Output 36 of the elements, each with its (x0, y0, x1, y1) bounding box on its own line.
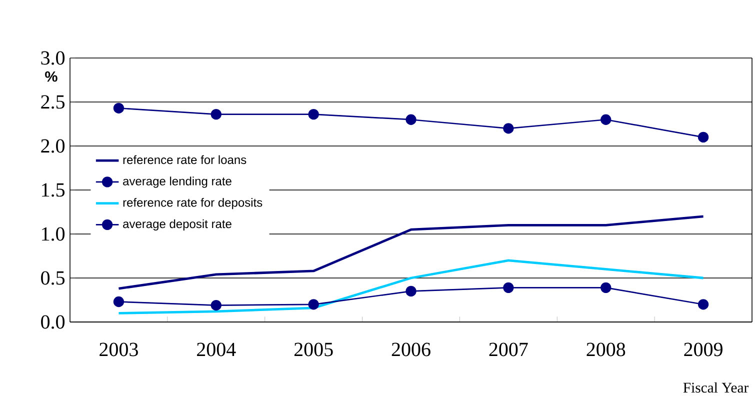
x-tick-label: 2009 (684, 342, 722, 356)
point (308, 299, 319, 310)
legend-label: average lending rate (123, 176, 232, 188)
point (600, 114, 612, 125)
x-tick-label: 2006 (392, 342, 430, 356)
y-tick-label: 3.0 (41, 51, 65, 65)
line-series (118, 215, 704, 290)
point (308, 108, 319, 120)
point (406, 286, 416, 297)
y-axis-title: % (45, 71, 58, 82)
point (406, 114, 416, 125)
point (600, 282, 612, 294)
x-axis-title: Fiscal Year (683, 382, 749, 393)
y-tick-label: 0.0 (41, 315, 65, 329)
x-tick-label: 2007 (489, 342, 528, 356)
y-tick-label: 1.0 (42, 227, 65, 241)
legend-label: average deposit rate (123, 219, 232, 231)
y-tick-label: 1.5 (42, 183, 65, 197)
line-series (118, 259, 704, 314)
x-tick-label: 2003 (100, 342, 138, 356)
point (698, 299, 709, 310)
y-tick-label: 2.0 (41, 139, 65, 153)
y-tick-label: 0.5 (41, 271, 65, 285)
point (113, 296, 124, 308)
point (698, 132, 709, 143)
x-tick-label: 2005 (294, 342, 333, 356)
x-tick-label: 2008 (586, 342, 626, 356)
x-tick-label: 2004 (197, 342, 236, 356)
point (210, 300, 222, 311)
y-tick-label: 2.5 (41, 95, 65, 109)
legend-label: reference rate for loans (123, 155, 246, 164)
point (210, 108, 222, 120)
point (503, 282, 514, 294)
point (503, 123, 514, 134)
legend-label: reference rate for deposits (123, 198, 262, 210)
point (113, 102, 124, 114)
